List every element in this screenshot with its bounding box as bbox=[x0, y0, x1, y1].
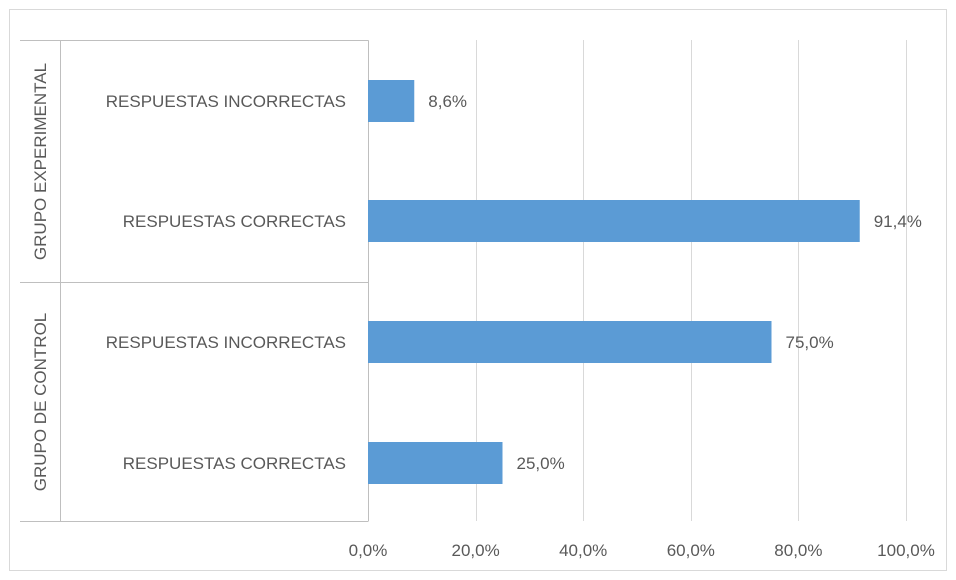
bar bbox=[368, 80, 415, 122]
group-label: GRUPO EXPERIMENTAL bbox=[31, 63, 50, 260]
data-label: 25,0% bbox=[517, 454, 565, 473]
group-label: GRUPO DE CONTROL bbox=[31, 313, 50, 492]
bars bbox=[368, 80, 860, 484]
bar bbox=[368, 321, 772, 363]
data-label: 75,0% bbox=[786, 333, 834, 352]
x-tick-label: 100,0% bbox=[877, 541, 935, 560]
x-tick-label: 0,0% bbox=[349, 541, 388, 560]
x-axis-ticks: 0,0% 20,0% 40,0% 60,0% 80,0% 100,0% bbox=[349, 541, 935, 560]
x-tick-label: 20,0% bbox=[451, 541, 499, 560]
bar bbox=[368, 442, 503, 484]
x-tick-label: 40,0% bbox=[559, 541, 607, 560]
data-label: 8,6% bbox=[428, 92, 467, 111]
x-tick-label: 60,0% bbox=[667, 541, 715, 560]
category-label: RESPUESTAS CORRECTAS bbox=[123, 212, 346, 231]
data-label: 91,4% bbox=[874, 212, 922, 231]
category-label: RESPUESTAS INCORRECTAS bbox=[106, 333, 346, 352]
data-labels: 8,6% 91,4% 75,0% 25,0% bbox=[428, 92, 922, 473]
category-label: RESPUESTAS INCORRECTAS bbox=[106, 92, 346, 111]
category-label: RESPUESTAS CORRECTAS bbox=[123, 454, 346, 473]
bar bbox=[368, 200, 860, 242]
x-tick-label: 80,0% bbox=[774, 541, 822, 560]
